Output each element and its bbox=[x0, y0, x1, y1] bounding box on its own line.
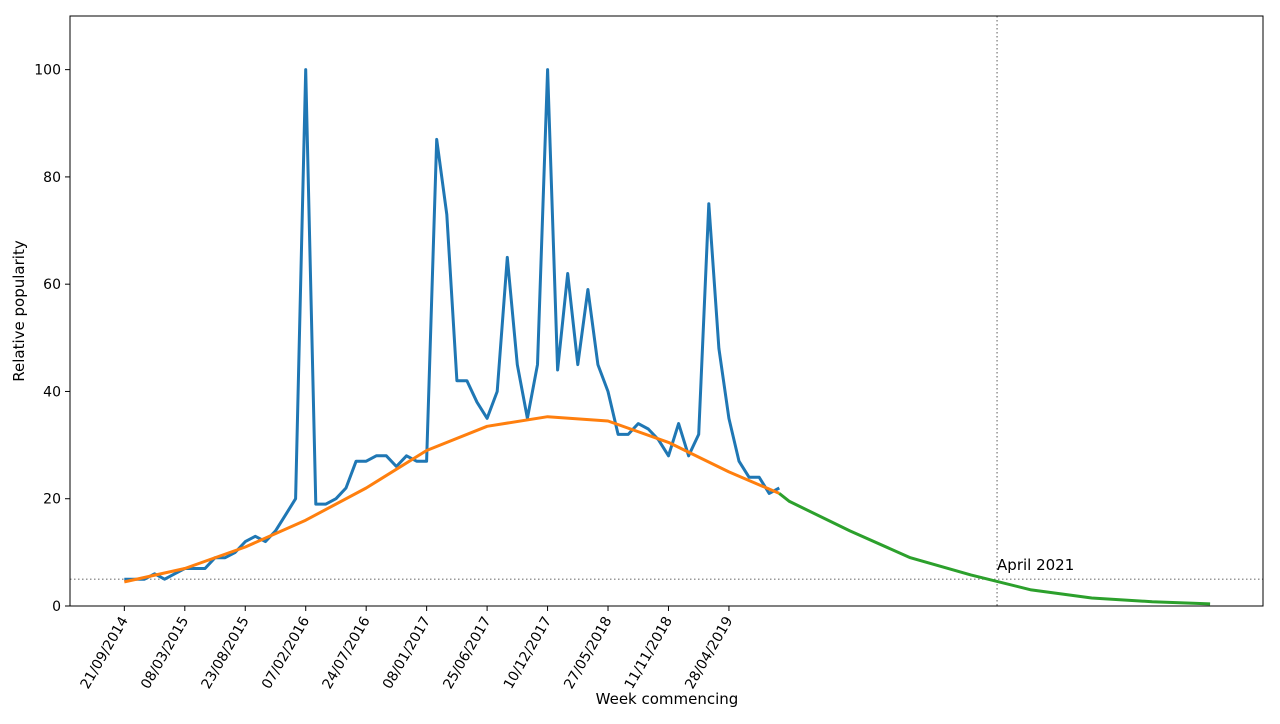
y-axis-label: Relative popularity bbox=[10, 240, 28, 382]
x-tick-label: 25/06/2017 bbox=[440, 614, 494, 692]
annotation: April 2021 bbox=[997, 556, 1074, 574]
x-tick-label: 07/02/2016 bbox=[259, 614, 313, 692]
y-tick-label: 100 bbox=[34, 63, 61, 79]
x-tick-label: 24/07/2016 bbox=[319, 614, 373, 692]
line-series bbox=[124, 68, 781, 581]
y-tick-label: 60 bbox=[43, 277, 61, 293]
line-series bbox=[778, 492, 1211, 606]
x-tick-label: 28/04/2019 bbox=[682, 614, 736, 692]
x-tick-label: 08/03/2015 bbox=[138, 614, 192, 692]
x-tick-label: 21/09/2014 bbox=[78, 614, 132, 692]
line-series bbox=[123, 415, 780, 584]
x-tick-label: 10/12/2017 bbox=[501, 614, 555, 692]
y-tick-label: 80 bbox=[43, 170, 61, 186]
plot-frame bbox=[69, 15, 1264, 607]
x-tick-label: 08/01/2017 bbox=[380, 614, 434, 692]
x-tick-label: 23/08/2015 bbox=[199, 614, 253, 692]
x-tick-label: 11/11/2018 bbox=[622, 614, 676, 692]
x-axis-label: Week commencing bbox=[596, 690, 739, 708]
y-tick-label: 20 bbox=[43, 492, 61, 508]
x-tick-label: 27/05/2018 bbox=[561, 614, 615, 692]
y-tick-label: 40 bbox=[43, 384, 61, 400]
y-tick-label: 0 bbox=[52, 599, 61, 615]
